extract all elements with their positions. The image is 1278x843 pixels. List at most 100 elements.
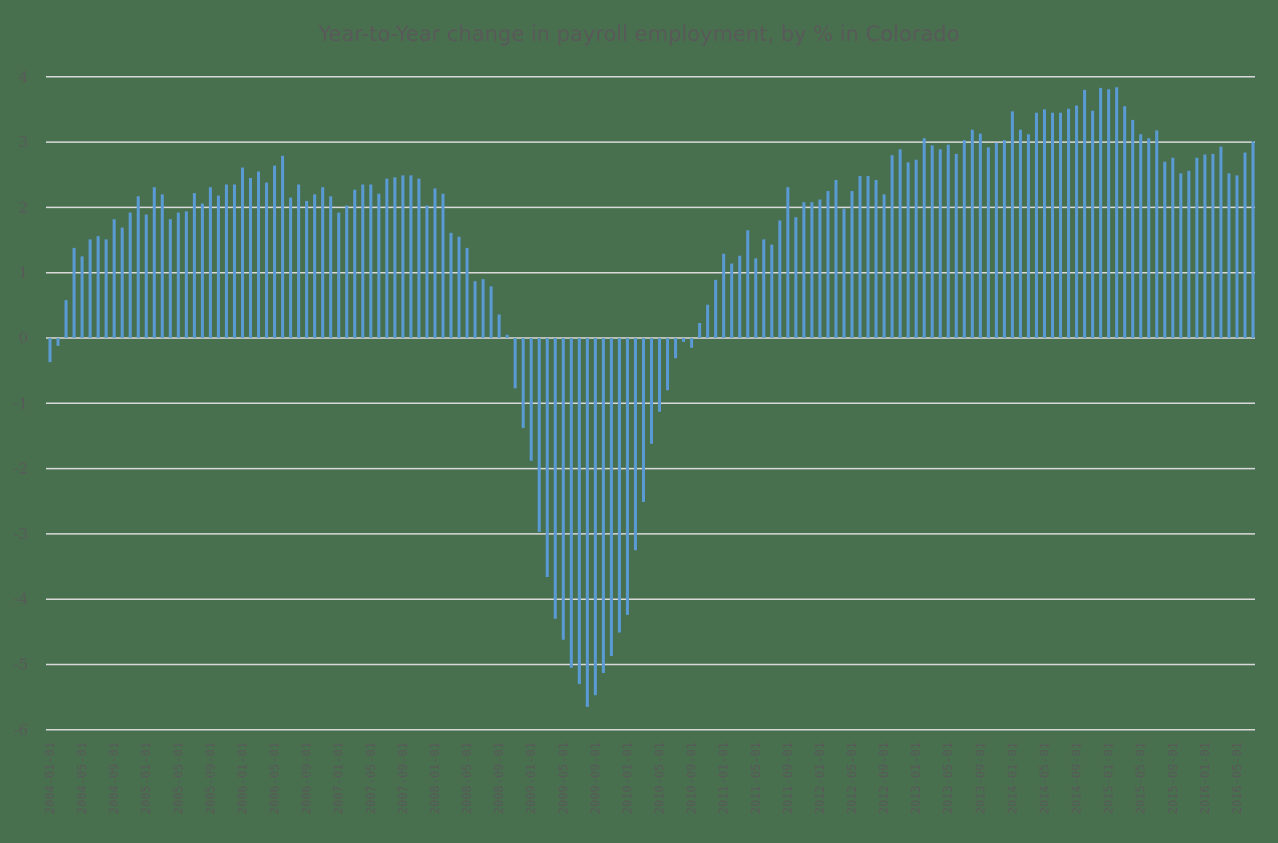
bar bbox=[1018, 129, 1022, 338]
bar bbox=[601, 338, 605, 673]
bar bbox=[369, 184, 373, 338]
bar bbox=[337, 212, 341, 338]
bar bbox=[1171, 157, 1175, 338]
bar bbox=[1051, 112, 1054, 338]
bar bbox=[249, 178, 252, 338]
bar bbox=[674, 338, 678, 359]
bar bbox=[281, 155, 285, 338]
bar bbox=[625, 338, 629, 615]
bar bbox=[473, 281, 477, 338]
bar bbox=[962, 140, 966, 338]
bar bbox=[345, 205, 349, 338]
bar bbox=[1075, 105, 1079, 338]
bar bbox=[842, 208, 846, 338]
bar bbox=[64, 300, 68, 338]
bar bbox=[593, 338, 597, 696]
x-tick-label: 2016-01-01 bbox=[1198, 742, 1212, 814]
bar bbox=[810, 202, 814, 338]
bar bbox=[706, 304, 710, 338]
bar bbox=[1219, 146, 1223, 338]
bar bbox=[521, 338, 525, 429]
bar bbox=[1115, 87, 1119, 338]
bar bbox=[938, 149, 942, 338]
bar bbox=[537, 338, 541, 532]
x-tick-label: 2004-01-01 bbox=[43, 742, 57, 814]
bar bbox=[128, 212, 132, 338]
bar bbox=[1010, 111, 1014, 338]
bar bbox=[457, 236, 461, 338]
bar bbox=[152, 187, 156, 338]
bar bbox=[104, 239, 108, 338]
bar bbox=[609, 338, 613, 657]
bar bbox=[417, 178, 421, 338]
bar bbox=[513, 338, 517, 389]
x-tick-label: 2014-05-01 bbox=[1038, 742, 1052, 814]
bar bbox=[529, 338, 533, 461]
bar bbox=[136, 196, 140, 338]
y-tick-label: -2 bbox=[13, 460, 28, 478]
bar bbox=[425, 205, 429, 338]
bar bbox=[770, 244, 774, 338]
bar bbox=[834, 179, 838, 338]
bar bbox=[393, 177, 397, 338]
y-tick-label: 4 bbox=[18, 68, 28, 86]
y-tick-label: -4 bbox=[13, 590, 28, 608]
bar bbox=[1251, 141, 1255, 338]
bar bbox=[1227, 173, 1231, 338]
bar bbox=[1243, 152, 1247, 338]
bar bbox=[505, 334, 509, 339]
x-tick-label: 2010-05-01 bbox=[653, 742, 667, 814]
x-tick-label: 2006-09-01 bbox=[300, 742, 314, 814]
bar bbox=[321, 187, 325, 338]
bar bbox=[1123, 106, 1127, 338]
x-tick-label: 2006-01-01 bbox=[236, 742, 250, 814]
bar bbox=[489, 286, 493, 338]
bar bbox=[577, 338, 581, 685]
bar bbox=[738, 255, 742, 338]
bar bbox=[553, 338, 557, 619]
bar bbox=[946, 144, 950, 338]
bar bbox=[449, 232, 453, 338]
bar bbox=[257, 171, 261, 338]
y-tick-label: 0 bbox=[18, 329, 28, 347]
bar bbox=[184, 211, 188, 338]
bar bbox=[1155, 130, 1159, 338]
bar bbox=[353, 189, 357, 338]
bar bbox=[1059, 112, 1063, 338]
bar bbox=[698, 322, 702, 338]
bar bbox=[1139, 134, 1143, 338]
bar bbox=[641, 338, 645, 502]
bar bbox=[232, 184, 236, 338]
chart-title: Year-to-Year change in payroll employmen… bbox=[318, 22, 960, 46]
bar bbox=[1067, 108, 1071, 338]
x-tick-label: 2013-09-01 bbox=[973, 742, 987, 814]
bar bbox=[682, 338, 686, 342]
bar bbox=[96, 236, 100, 338]
y-tick-label: 1 bbox=[18, 264, 28, 282]
bar bbox=[144, 214, 148, 338]
bar bbox=[850, 191, 854, 338]
bar bbox=[497, 314, 501, 338]
x-tick-label: 2012-05-01 bbox=[845, 742, 859, 814]
bar bbox=[1131, 119, 1135, 339]
bar bbox=[200, 203, 204, 338]
bar bbox=[994, 142, 998, 338]
bar bbox=[1147, 138, 1151, 338]
bar bbox=[746, 230, 750, 338]
x-tick-label: 2008-05-01 bbox=[460, 742, 474, 814]
bar bbox=[585, 338, 589, 707]
bar bbox=[1235, 175, 1239, 338]
bar bbox=[240, 167, 244, 338]
x-tick-label: 2004-09-01 bbox=[107, 742, 121, 814]
x-tick-label: 2010-09-01 bbox=[685, 742, 699, 814]
gridlines bbox=[46, 76, 1255, 731]
x-tick-label: 2013-01-01 bbox=[909, 742, 923, 814]
bar bbox=[289, 197, 293, 338]
bar bbox=[192, 193, 196, 338]
bar bbox=[160, 194, 164, 338]
bar bbox=[1107, 89, 1111, 339]
bar bbox=[305, 200, 309, 338]
bar bbox=[1163, 161, 1167, 338]
y-tick-label: -1 bbox=[13, 394, 28, 412]
bar bbox=[818, 199, 822, 338]
